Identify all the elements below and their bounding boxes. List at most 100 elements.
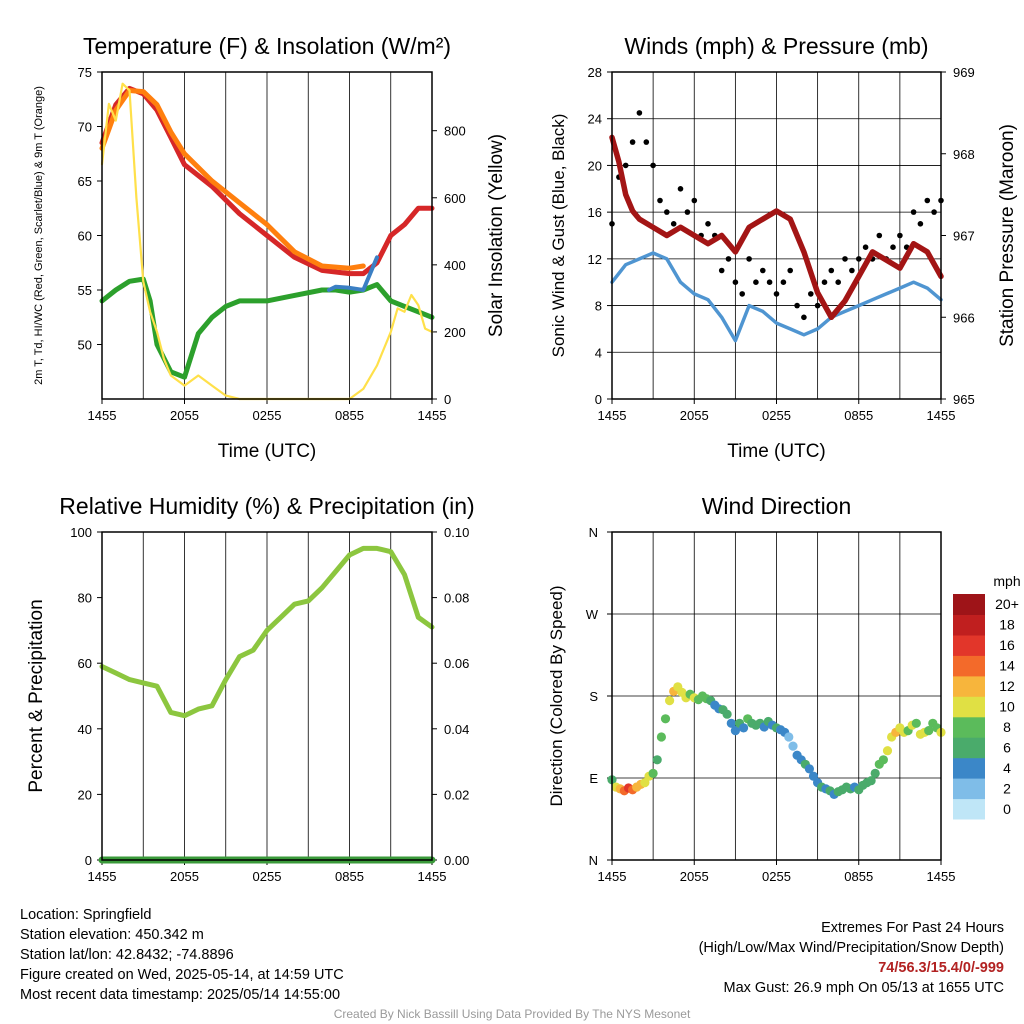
x-tick-label: 1455 <box>418 408 447 423</box>
y-axis-label: 2m T, Td, HI/WC (Red, Green, Scarlet/Blu… <box>33 86 45 385</box>
y-tick-label: 20 <box>78 787 92 802</box>
gust-point <box>794 302 800 309</box>
x-tick-label: 2055 <box>680 408 709 423</box>
gust-point <box>890 244 896 250</box>
plot-frame <box>611 531 942 861</box>
direction-point <box>870 768 880 779</box>
colorbar-label: 12 <box>999 678 1015 694</box>
extremes-values: 74/56.3/15.4/0/-999 <box>878 960 1004 976</box>
y-tick-label: 60 <box>78 656 92 671</box>
series-line-5 <box>100 82 434 401</box>
y-tick-label: 20 <box>588 158 602 173</box>
y-tick-label: 100 <box>70 525 92 540</box>
station-info: Location: Springfield Station elevation:… <box>20 905 344 1005</box>
direction-point <box>784 732 794 742</box>
x-tick-label: 0855 <box>335 408 364 423</box>
x-tick-label: 1455 <box>418 869 447 884</box>
extremes-subtitle: (High/Low/Max Wind/Precipitation/Snow De… <box>698 940 1004 956</box>
gust-point <box>636 110 643 116</box>
direction-point <box>665 696 675 706</box>
x-axis-label: Time (UTC) <box>727 441 826 462</box>
gust-point <box>705 221 711 227</box>
series-line-3 <box>609 134 944 321</box>
x-tick-label: 2055 <box>170 869 199 884</box>
colorbar-swatch <box>953 675 985 697</box>
direction-point <box>648 768 658 779</box>
chart-title: Winds (mph) & Pressure (mb) <box>624 33 928 59</box>
gust-point <box>718 267 725 274</box>
y2-tick-label: 0 <box>444 392 451 407</box>
panel-4: 1455 2055 0255 0855 1455 Wind Direction N E S W N D… <box>547 493 1021 884</box>
panel-3: 1455 2055 0255 0855 1455 Relative Humidity (%… <box>26 493 475 884</box>
direction-point <box>652 755 662 765</box>
gust-point <box>691 197 698 204</box>
y-axis-label: Sonic Wind & Gust (Blue, Black) <box>549 114 568 358</box>
created-text: Figure created on Wed, 2025-05-14, at 14… <box>20 967 344 983</box>
x-tick-label: 1455 <box>88 869 117 884</box>
gust-point <box>808 291 814 297</box>
colorbar-swatch <box>953 655 985 677</box>
gust-point <box>787 267 793 274</box>
gust-point <box>821 279 828 286</box>
colorbar-label: 18 <box>999 617 1015 633</box>
plot-frame <box>611 71 942 400</box>
colorbar-swatch <box>953 614 985 636</box>
y2-tick-label: 200 <box>444 325 466 340</box>
direction-point <box>730 726 741 736</box>
gust-point <box>760 267 766 274</box>
gust-point <box>622 162 629 169</box>
y2-tick-label: 0.08 <box>444 591 469 606</box>
colorbar-label: 16 <box>999 637 1015 653</box>
colorbar-label: 20+ <box>995 596 1019 612</box>
y-tick-label: N <box>589 853 598 868</box>
y-tick-label: S <box>589 689 598 704</box>
credit-text: Created By Nick Bassill Using Data Provi… <box>333 1007 691 1021</box>
gust-point <box>753 279 759 286</box>
y-tick-label: 40 <box>78 722 92 737</box>
y-tick-label: 50 <box>78 338 92 353</box>
gust-point <box>917 221 924 227</box>
x-tick-label: 0855 <box>844 408 873 423</box>
x-tick-label: 2055 <box>680 869 709 884</box>
y-tick-label: 80 <box>78 591 92 606</box>
elevation-text: Station elevation: 450.342 m <box>20 927 204 943</box>
colorbar-swatch <box>953 778 985 800</box>
y2-tick-label: 968 <box>953 147 975 162</box>
x-tick-label: 1455 <box>927 869 956 884</box>
latlon-text: Station lat/lon: 42.8432; -74.8896 <box>20 947 234 963</box>
x-tick-label: 0255 <box>762 408 791 423</box>
panel-1: 1455 2055 0255 0855 1455 Temperature (F) & In… <box>33 33 507 462</box>
panel-2: 1455 2055 0255 0855 1455 Winds (mph) & Pressu… <box>549 33 1018 462</box>
gust-point <box>931 209 937 215</box>
direction-point <box>804 764 815 774</box>
gust-point <box>856 256 862 262</box>
gust-point <box>725 256 732 262</box>
y2-tick-label: 0.04 <box>444 722 469 737</box>
y-tick-label: N <box>589 525 598 540</box>
y-tick-label: 24 <box>588 112 602 127</box>
gust-point <box>814 302 821 309</box>
gust-point <box>842 256 848 262</box>
series-line-1 <box>610 251 943 343</box>
direction-point <box>882 746 893 756</box>
direction-point <box>911 718 921 728</box>
y-axis-label: Direction (Colored By Speed) <box>547 585 566 806</box>
x-tick-label: 1455 <box>88 408 117 423</box>
colorbar-swatch <box>953 716 985 738</box>
gust-point <box>876 232 883 239</box>
series-line-2 <box>99 88 366 271</box>
x-tick-label: 0255 <box>762 869 791 884</box>
direction-point <box>788 741 798 751</box>
direction-point <box>722 709 732 719</box>
y-tick-label: 16 <box>588 205 602 220</box>
gust-point <box>664 209 670 215</box>
y-tick-label: 65 <box>78 174 92 189</box>
gust-point <box>773 291 780 297</box>
chart-title: Wind Direction <box>702 493 852 519</box>
y-tick-label: E <box>589 771 598 786</box>
gust-point <box>732 279 739 286</box>
extremes-title: Extremes For Past 24 Hours <box>821 920 1004 936</box>
gust-point <box>910 209 917 215</box>
x-tick-label: 0255 <box>253 408 282 423</box>
colorbar-swatch <box>953 757 985 779</box>
